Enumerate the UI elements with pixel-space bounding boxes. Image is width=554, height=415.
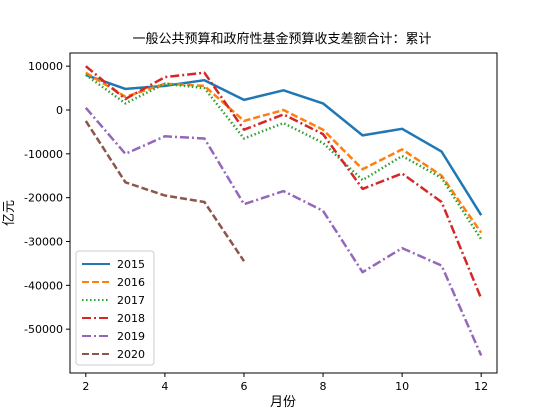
- legend-label-2016: 2016: [117, 276, 145, 289]
- x-tick-label: 4: [161, 380, 168, 393]
- y-tick-label: 0: [56, 104, 63, 117]
- chart-title: 一般公共预算和政府性基金预算收支差额合计：累计: [132, 31, 431, 47]
- y-tick-label: -50000: [24, 323, 63, 336]
- series-line-2018: [85, 65, 483, 299]
- x-tick-label: 8: [320, 380, 327, 393]
- y-axis-label: 亿元: [2, 200, 17, 226]
- y-tick-label: -40000: [24, 279, 63, 292]
- y-tick-label: -10000: [24, 148, 63, 161]
- y-tick-label: -30000: [24, 235, 63, 248]
- series-line-2020: [84, 120, 246, 262]
- y-axis: 10000 0 -10000 -20000 -30000 -40000 -50000: [24, 60, 70, 336]
- series-line-2019: [84, 106, 483, 357]
- legend-label-2019: 2019: [117, 330, 145, 343]
- x-axis-label: 月份: [270, 395, 296, 410]
- x-tick-label: 2: [82, 380, 89, 393]
- legend-label-2015: 2015: [117, 258, 145, 271]
- legend-label-2018: 2018: [117, 312, 145, 325]
- x-tick-label: 12: [474, 380, 488, 393]
- x-axis: 2 4 6 8 10 12: [82, 373, 488, 393]
- legend-label-2017: 2017: [117, 294, 145, 307]
- y-tick-label: -20000: [24, 192, 63, 205]
- series-lines: [84, 65, 483, 357]
- x-tick-label: 10: [395, 380, 409, 393]
- y-tick-label: 10000: [28, 60, 63, 73]
- x-tick-label: 6: [240, 380, 247, 393]
- legend-label-2020: 2020: [117, 348, 145, 361]
- legend: 2015 2016 2017 2018 2019 2020: [75, 250, 155, 366]
- series-line-2016: [85, 71, 483, 234]
